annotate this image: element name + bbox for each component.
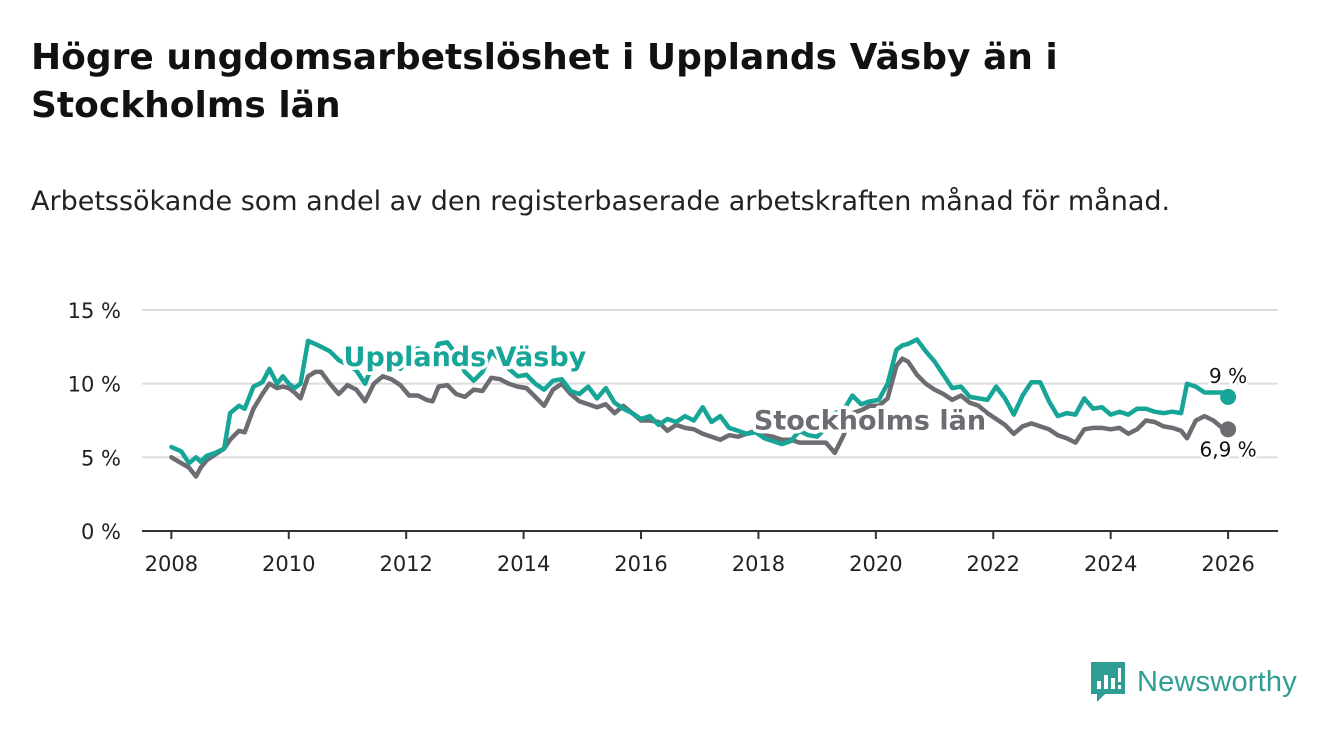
series-line-stockholms-l-n xyxy=(169,356,1231,479)
chart-title: Högre ungdomsarbetslöshet i Upplands Väs… xyxy=(31,37,1058,126)
x-tick-label: 2024 xyxy=(1084,552,1137,576)
brand-name: Newsworthy xyxy=(1137,665,1297,698)
y-tick-label: 15 % xyxy=(68,299,121,323)
x-tick-label: 2008 xyxy=(145,552,198,576)
x-tick-label: 2016 xyxy=(614,552,667,576)
series-line-upplands-v-sby xyxy=(169,337,1231,466)
newsworthy-brand: Newsworthy xyxy=(1089,660,1297,704)
y-tick-label: 0 % xyxy=(81,520,121,544)
end-label-upplands-v-sby: 9 % xyxy=(1209,364,1247,388)
end-label-stockholms-l-n: 6,9 % xyxy=(1200,437,1257,461)
y-tick-label: 10 % xyxy=(68,373,121,397)
x-tick-label: 2020 xyxy=(849,552,902,576)
x-tick-label: 2010 xyxy=(262,552,315,576)
series-annotation-upplands-v-sby: Upplands Väsby xyxy=(344,342,587,373)
x-tick-label: 2012 xyxy=(379,552,432,576)
x-tick-label: 2026 xyxy=(1201,552,1254,576)
x-tick-label: 2022 xyxy=(967,552,1020,576)
y-tick-label: 5 % xyxy=(81,446,121,470)
chart-subtitle: Arbetssökande som andel av den registerb… xyxy=(31,186,1171,217)
x-tick-label: 2014 xyxy=(497,552,550,576)
end-point-stockholms-l-n xyxy=(1220,421,1237,438)
newsworthy-logo-icon xyxy=(1091,662,1125,702)
series-annotation-stockholms-l-n: Stockholms län xyxy=(754,405,986,436)
x-tick-label: 2018 xyxy=(732,552,785,576)
end-point-upplands-v-sby xyxy=(1220,388,1237,405)
